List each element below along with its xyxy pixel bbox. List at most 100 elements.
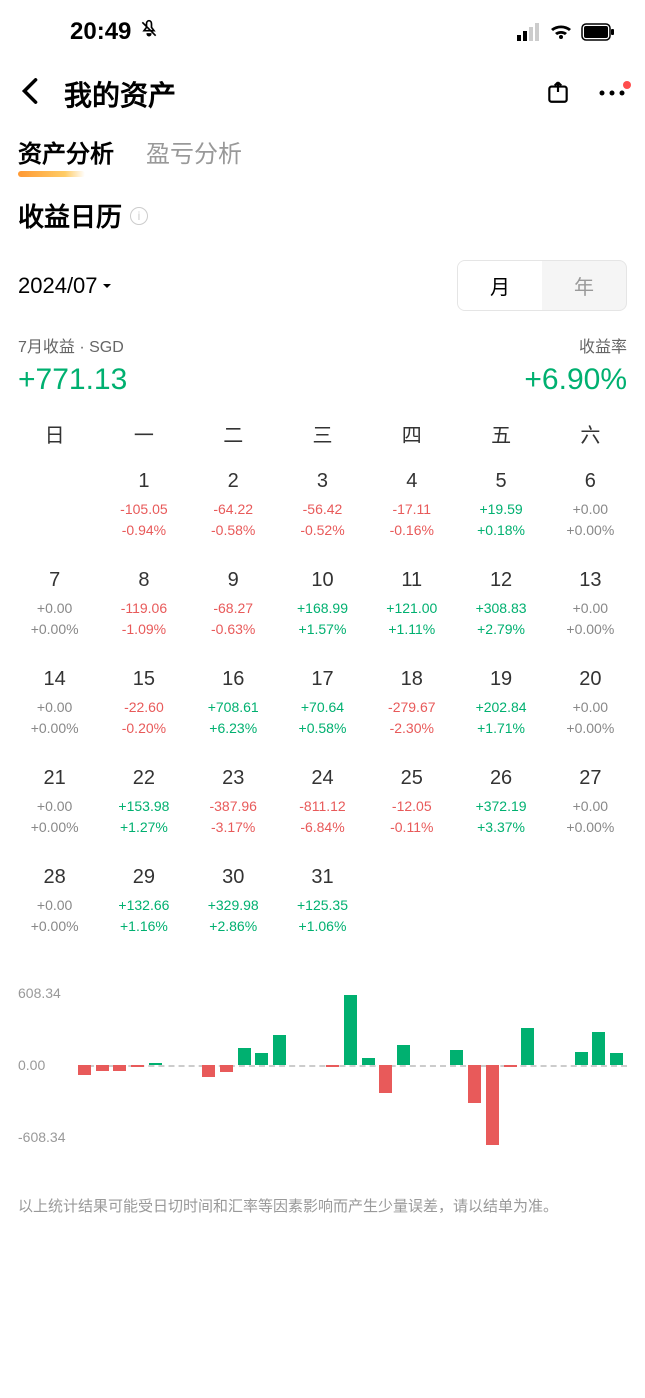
chart-bar xyxy=(326,1065,339,1067)
day-cell[interactable]: 5+19.59+0.18% xyxy=(456,460,545,559)
day-value: +19.59 xyxy=(458,499,543,520)
day-percent: +1.71% xyxy=(458,718,543,739)
weekday-label: 六 xyxy=(546,419,635,448)
day-value: +70.64 xyxy=(280,697,365,718)
day-cell[interactable]: 2-64.22-0.58% xyxy=(189,460,278,559)
day-cell[interactable]: 29+132.66+1.16% xyxy=(99,856,188,955)
status-icons xyxy=(517,23,615,41)
tab-pnl-analysis[interactable]: 盈亏分析 xyxy=(146,134,242,177)
day-value: +708.61 xyxy=(191,697,276,718)
day-percent: +0.18% xyxy=(458,520,543,541)
weekday-label: 三 xyxy=(278,419,367,448)
day-value: +0.00 xyxy=(12,796,97,817)
day-number: 20 xyxy=(548,668,633,691)
day-cell[interactable]: 17+70.64+0.58% xyxy=(278,658,367,757)
day-cell[interactable]: 14+0.00+0.00% xyxy=(10,658,99,757)
day-cell[interactable]: 23-387.96-3.17% xyxy=(189,757,278,856)
day-number: 16 xyxy=(191,668,276,691)
day-number: 12 xyxy=(458,569,543,592)
day-value: +0.00 xyxy=(12,697,97,718)
day-cell[interactable]: 28+0.00+0.00% xyxy=(10,856,99,955)
calendar-body: 1-105.05-0.94%2-64.22-0.58%3-56.42-0.52%… xyxy=(10,460,635,955)
day-percent: -0.16% xyxy=(369,520,454,541)
day-percent: -0.63% xyxy=(191,619,276,640)
day-cell[interactable]: 26+372.19+3.37% xyxy=(456,757,545,856)
info-icon[interactable]: i xyxy=(130,207,148,225)
day-cell[interactable]: 30+329.98+2.86% xyxy=(189,856,278,955)
day-percent: -2.30% xyxy=(369,718,454,739)
day-percent: -6.84% xyxy=(280,817,365,838)
day-number: 8 xyxy=(101,569,186,592)
day-value: +0.00 xyxy=(548,697,633,718)
day-cell[interactable]: 19+202.84+1.71% xyxy=(456,658,545,757)
status-bar: 20:49 xyxy=(0,0,645,60)
day-percent: +2.86% xyxy=(191,916,276,937)
day-cell[interactable]: 7+0.00+0.00% xyxy=(10,559,99,658)
more-icon[interactable] xyxy=(599,85,625,103)
day-cell[interactable]: 16+708.61+6.23% xyxy=(189,658,278,757)
day-cell[interactable]: 8-119.06-1.09% xyxy=(99,559,188,658)
day-number: 31 xyxy=(280,866,365,889)
chart-bar xyxy=(78,1065,91,1075)
day-cell[interactable]: 12+308.83+2.79% xyxy=(456,559,545,658)
day-value: +0.00 xyxy=(548,598,633,619)
toggle-year[interactable]: 年 xyxy=(542,261,626,310)
signal-icon xyxy=(517,23,541,41)
day-number: 23 xyxy=(191,767,276,790)
day-number: 3 xyxy=(280,470,365,493)
day-number: 2 xyxy=(191,470,276,493)
day-percent: +0.00% xyxy=(548,520,633,541)
toggle-month[interactable]: 月 xyxy=(458,261,542,310)
day-value: +132.66 xyxy=(101,895,186,916)
day-value: +153.98 xyxy=(101,796,186,817)
day-cell[interactable]: 24-811.12-6.84% xyxy=(278,757,367,856)
day-cell[interactable]: 15-22.60-0.20% xyxy=(99,658,188,757)
day-cell[interactable]: 6+0.00+0.00% xyxy=(546,460,635,559)
wifi-icon xyxy=(549,23,573,41)
chart-bar xyxy=(131,1065,144,1067)
chart-y-labels: 608.34 0.00 -608.34 xyxy=(18,985,74,1145)
day-cell[interactable]: 21+0.00+0.00% xyxy=(10,757,99,856)
day-value: -387.96 xyxy=(191,796,276,817)
day-number: 14 xyxy=(12,668,97,691)
chart-bar xyxy=(468,1065,481,1103)
day-number: 30 xyxy=(191,866,276,889)
chart-bar xyxy=(486,1065,499,1145)
chart-bar xyxy=(397,1045,410,1065)
summary-right-label: 收益率 xyxy=(579,333,627,357)
day-cell[interactable]: 18-279.67-2.30% xyxy=(367,658,456,757)
day-cell[interactable]: 20+0.00+0.00% xyxy=(546,658,635,757)
share-icon[interactable] xyxy=(545,79,571,110)
summary-profit: +771.13 xyxy=(18,363,127,397)
day-percent: -0.58% xyxy=(191,520,276,541)
day-cell[interactable]: 25-12.05-0.11% xyxy=(367,757,456,856)
day-cell[interactable]: 3-56.42-0.52% xyxy=(278,460,367,559)
chart-bar xyxy=(202,1065,215,1077)
day-value: +0.00 xyxy=(12,895,97,916)
day-cell[interactable]: 31+125.35+1.06% xyxy=(278,856,367,955)
day-cell[interactable]: 27+0.00+0.00% xyxy=(546,757,635,856)
day-cell[interactable]: 11+121.00+1.11% xyxy=(367,559,456,658)
back-icon[interactable] xyxy=(20,77,40,112)
chart-bar xyxy=(113,1065,126,1071)
weekday-label: 一 xyxy=(99,419,188,448)
day-cell[interactable]: 9-68.27-0.63% xyxy=(189,559,278,658)
day-cell[interactable]: 1-105.05-0.94% xyxy=(99,460,188,559)
day-percent: +1.57% xyxy=(280,619,365,640)
date-selector[interactable]: 2024/07 xyxy=(18,273,112,299)
day-percent: +0.00% xyxy=(548,817,633,838)
chart-bar xyxy=(504,1065,517,1067)
day-cell[interactable]: 4-17.11-0.16% xyxy=(367,460,456,559)
day-number: 11 xyxy=(369,569,454,592)
day-number: 15 xyxy=(101,668,186,691)
day-number: 9 xyxy=(191,569,276,592)
tab-asset-analysis[interactable]: 资产分析 xyxy=(18,134,114,177)
day-cell[interactable]: 13+0.00+0.00% xyxy=(546,559,635,658)
chart-bar xyxy=(379,1065,392,1093)
page-title: 我的资产 xyxy=(64,74,176,114)
day-number: 24 xyxy=(280,767,365,790)
chart-bar xyxy=(96,1065,109,1071)
day-cell[interactable]: 22+153.98+1.27% xyxy=(99,757,188,856)
day-cell[interactable]: 10+168.99+1.57% xyxy=(278,559,367,658)
day-value: -12.05 xyxy=(369,796,454,817)
